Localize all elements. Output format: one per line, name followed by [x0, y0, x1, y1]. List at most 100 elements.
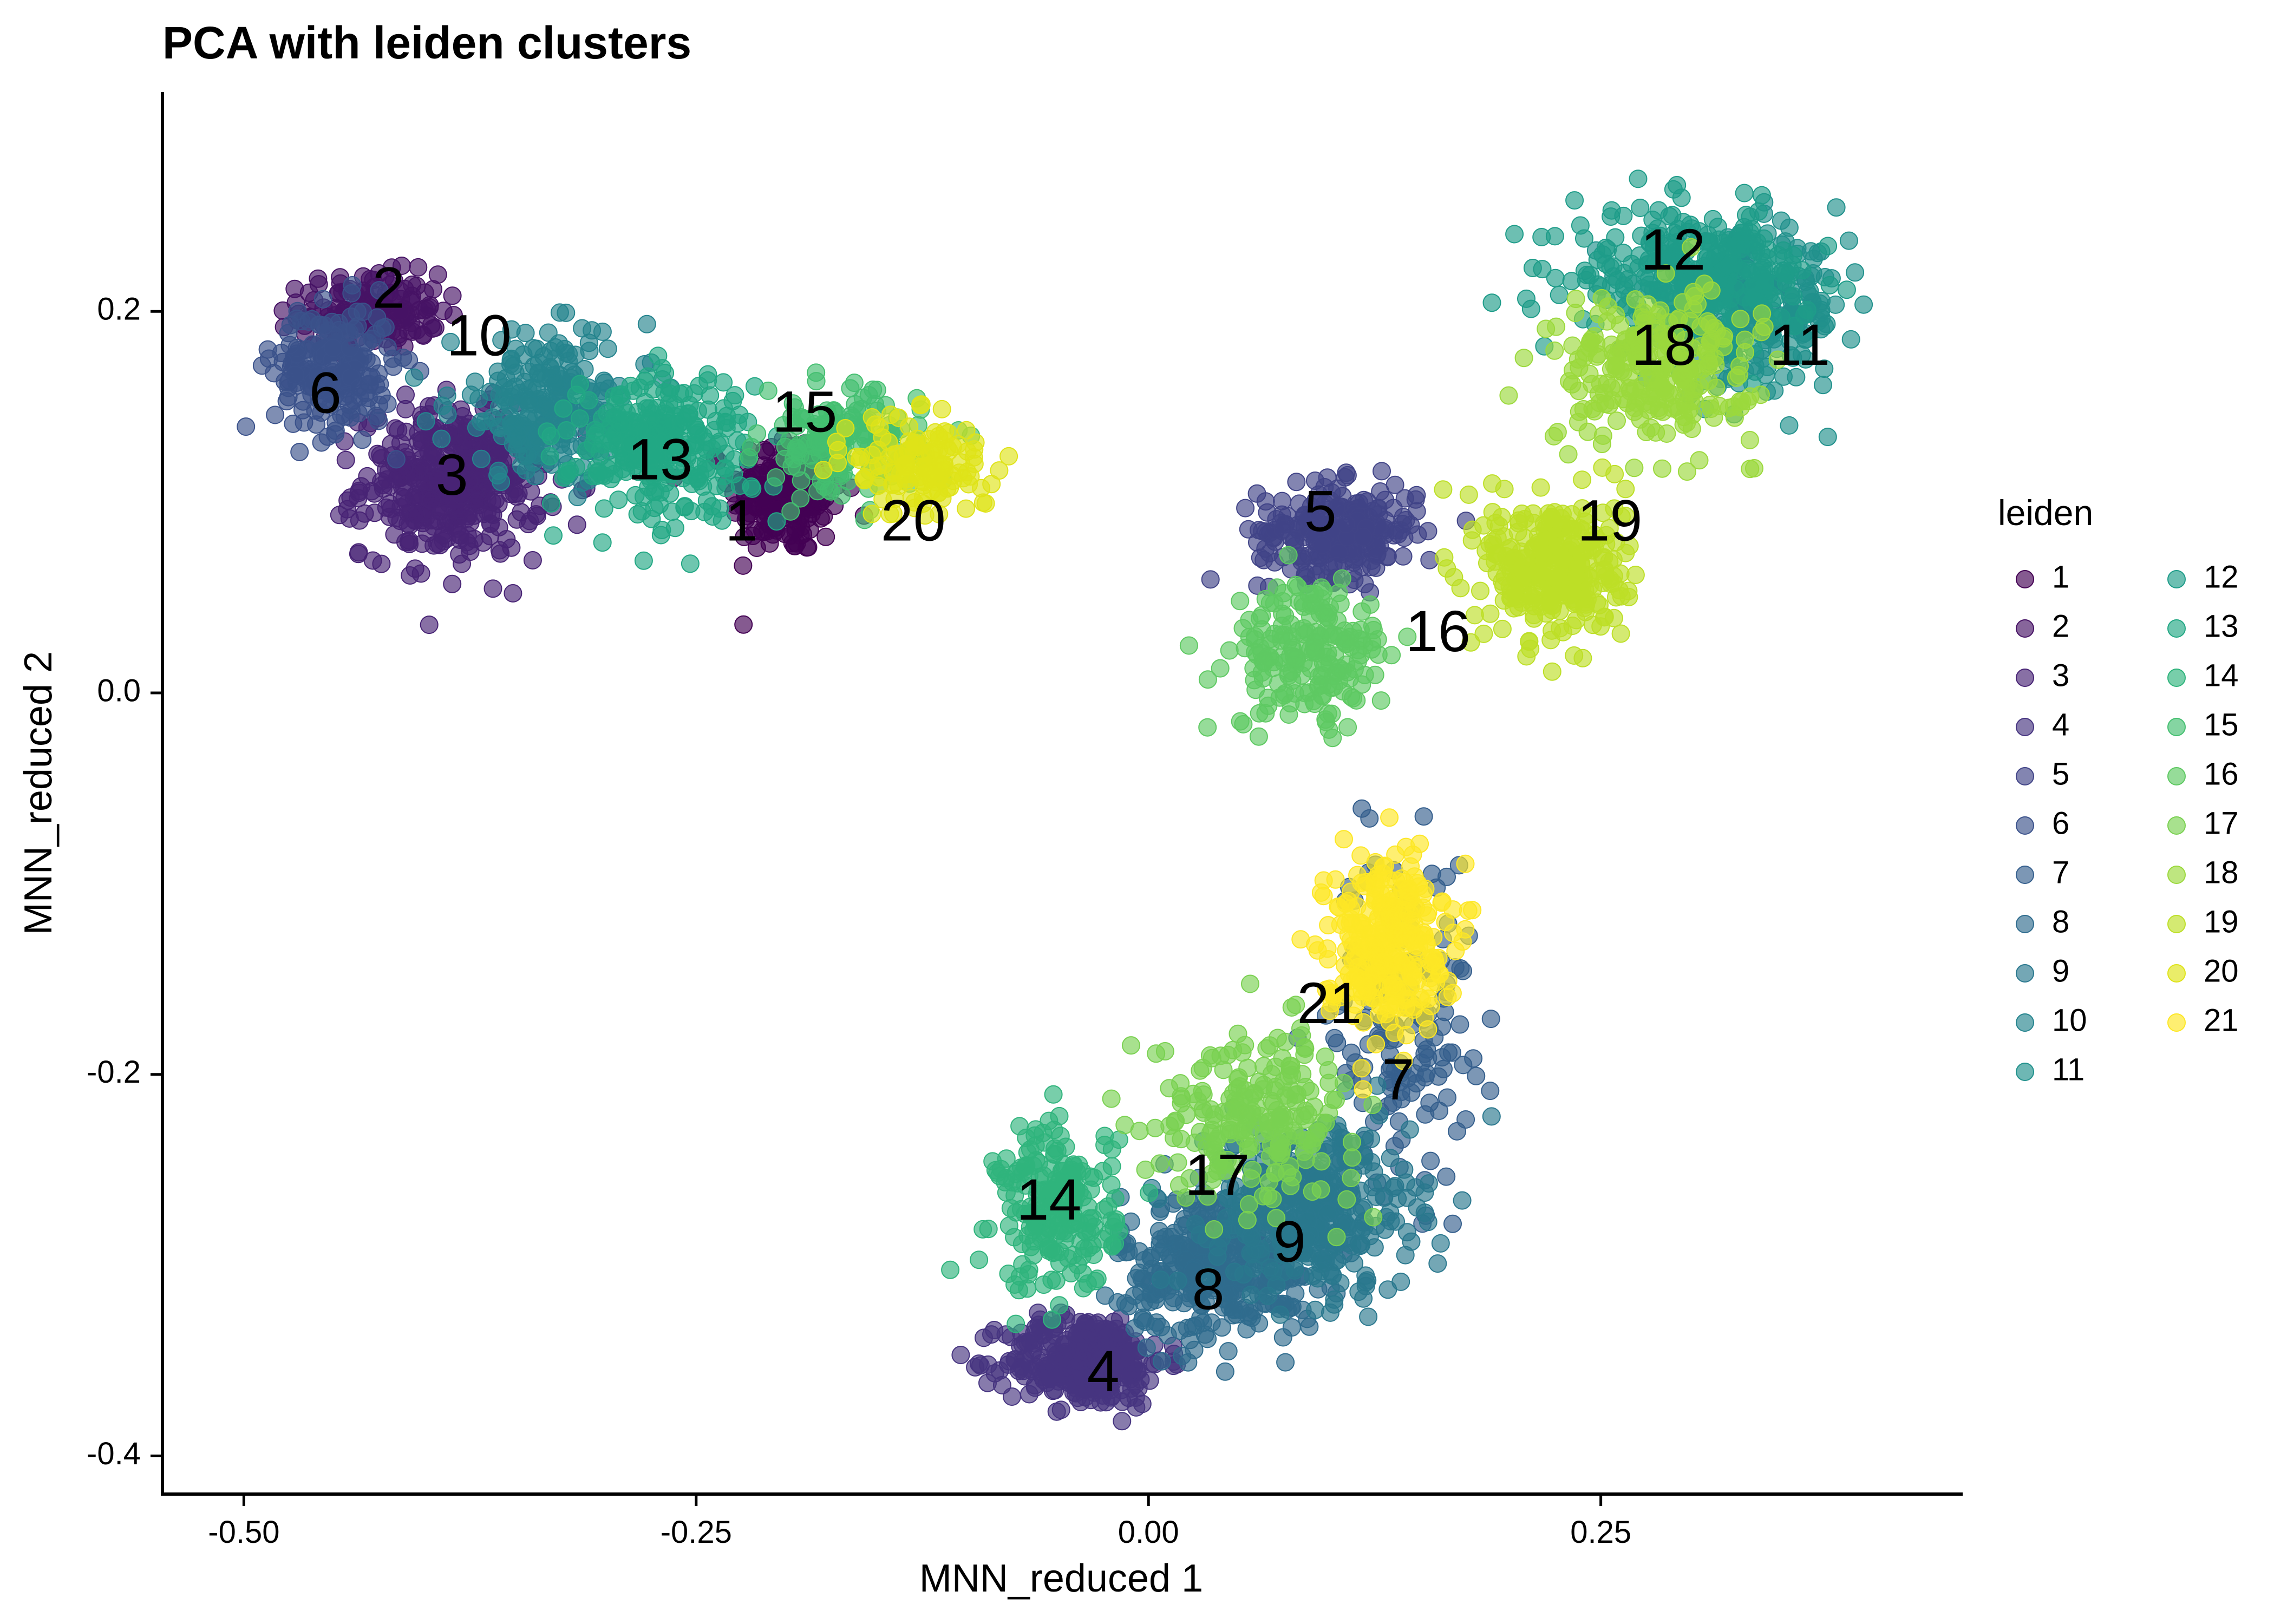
data-point [1741, 387, 1760, 406]
data-point [1543, 662, 1561, 681]
data-point [434, 302, 453, 320]
data-point [1565, 191, 1584, 210]
data-point [1499, 386, 1518, 405]
data-point [355, 504, 374, 523]
data-point [703, 497, 722, 516]
data-point [845, 374, 864, 392]
data-point [1188, 1091, 1207, 1110]
data-point [1237, 1112, 1256, 1131]
data-point [1415, 1183, 1434, 1202]
data-point [277, 392, 296, 411]
data-point [517, 461, 535, 480]
data-point [1109, 1222, 1128, 1241]
data-point [1305, 585, 1324, 604]
data-point [1701, 333, 1720, 352]
data-point [1515, 565, 1534, 584]
data-point [500, 407, 519, 425]
data-point [1168, 1272, 1187, 1290]
data-point [1604, 550, 1623, 569]
data-point [1772, 211, 1791, 230]
data-point [399, 533, 418, 552]
data-point [1198, 670, 1217, 689]
data-point [313, 290, 332, 309]
data-point [1079, 1198, 1098, 1216]
data-point [1092, 1372, 1110, 1391]
data-point [1482, 293, 1501, 312]
data-point [372, 554, 391, 573]
data-point [1003, 1387, 1021, 1406]
data-point [1752, 186, 1771, 205]
data-point [426, 318, 445, 337]
data-point [1178, 1319, 1197, 1338]
data-point [1450, 1015, 1469, 1034]
data-point [1523, 259, 1542, 277]
data-point [1506, 582, 1525, 601]
data-point [632, 502, 651, 521]
data-point [735, 527, 754, 546]
data-point [1595, 608, 1613, 627]
data-point [1253, 1080, 1272, 1099]
data-point [781, 502, 800, 521]
data-point [815, 477, 834, 496]
data-point [1559, 445, 1578, 464]
data-point [594, 499, 613, 518]
data-point [384, 357, 403, 376]
data-point [1140, 1183, 1159, 1202]
data-point [1784, 246, 1802, 265]
data-point [1745, 459, 1763, 477]
data-point [396, 385, 415, 404]
data-point [358, 467, 377, 486]
data-point [443, 574, 462, 593]
data-point [1742, 220, 1761, 238]
data-point [1736, 343, 1755, 362]
data-point [1174, 1294, 1193, 1313]
data-point [1306, 623, 1325, 641]
data-point [528, 507, 546, 526]
data-point [990, 1167, 1009, 1186]
data-point [341, 338, 360, 357]
data-point [1354, 490, 1373, 509]
data-point [1451, 579, 1470, 598]
data-point [1602, 207, 1620, 226]
data-point [1632, 381, 1651, 400]
data-point [740, 448, 759, 467]
data-point [1327, 1228, 1346, 1247]
data-point [608, 405, 627, 424]
data-point [1251, 548, 1270, 567]
data-point [973, 1220, 992, 1239]
data-point [816, 527, 835, 546]
data-point [1301, 1082, 1319, 1101]
data-point [1784, 287, 1803, 306]
data-point [697, 440, 716, 459]
data-point [1286, 1284, 1305, 1303]
data-point [1827, 198, 1846, 217]
data-point [1381, 1212, 1400, 1230]
data-point [1047, 1271, 1066, 1290]
data-point [1156, 1228, 1175, 1247]
scatter-points [237, 169, 1873, 1431]
data-point [799, 508, 818, 527]
data-point [1337, 463, 1356, 482]
data-point [1351, 620, 1370, 639]
data-point [1481, 1082, 1500, 1101]
data-point [1216, 1362, 1234, 1381]
data-point [504, 584, 522, 603]
data-point [487, 446, 506, 464]
data-point [380, 507, 399, 526]
data-point [1287, 473, 1306, 492]
data-point [1592, 435, 1611, 454]
data-point [1273, 520, 1292, 539]
data-point [1281, 1176, 1300, 1195]
data-point [1437, 1167, 1456, 1186]
data-point [1064, 1246, 1083, 1265]
data-point [1508, 522, 1527, 541]
data-point [1312, 1152, 1331, 1171]
data-point [1626, 566, 1645, 584]
data-point [1329, 584, 1348, 603]
data-point [1725, 408, 1744, 427]
data-point [1311, 1262, 1330, 1281]
data-point [1765, 289, 1784, 307]
data-point [1826, 295, 1845, 314]
data-point [1155, 1042, 1174, 1060]
data-point [1050, 1296, 1069, 1315]
